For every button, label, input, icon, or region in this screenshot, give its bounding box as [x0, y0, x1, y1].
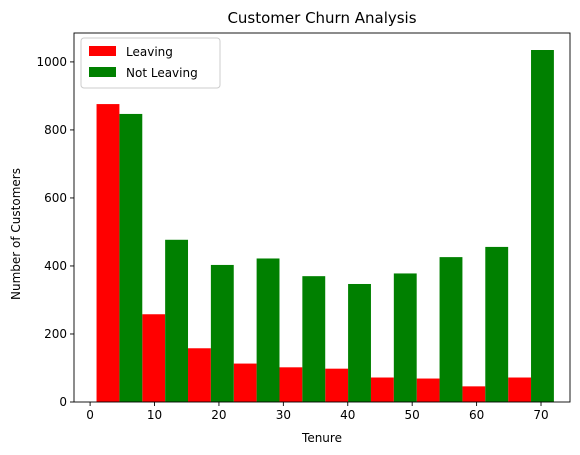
- legend: Leaving Not Leaving: [80, 37, 221, 89]
- bar-leaving-8: [416, 378, 440, 402]
- axes-layer: 0 10 20 30 40 50 60 70 0 200 400 600 800 1000: [36, 32, 571, 422]
- legend-label-2: Not Leaving: [126, 66, 198, 80]
- y-tick-label: 0: [59, 395, 67, 409]
- bar-not-leaving-4: [256, 258, 280, 402]
- bar-leaving-9: [462, 386, 486, 402]
- y-axis-label: Number of Customers: [9, 168, 23, 300]
- bar-leaving-4: [233, 363, 257, 402]
- x-tick-label: 10: [147, 408, 162, 422]
- bar-not-leaving-8: [439, 257, 463, 402]
- legend-label-1: Leaving: [126, 45, 173, 59]
- legend-swatch-2: [89, 67, 116, 77]
- x-tick-label: 40: [340, 408, 355, 422]
- y-tick-label: 800: [44, 123, 67, 137]
- y-tick-label: 200: [44, 327, 67, 341]
- bar-leaving-5: [279, 367, 303, 402]
- bar-not-leaving-6: [348, 283, 371, 402]
- y-tick-label: 1000: [36, 55, 67, 69]
- x-tick-label: 70: [533, 408, 548, 422]
- x-tick-label: 30: [276, 408, 291, 422]
- bar-leaving-7: [370, 377, 394, 402]
- bar-not-leaving-2: [165, 239, 189, 402]
- y-tick-label: 600: [44, 191, 67, 205]
- bar-not-leaving-3: [210, 264, 234, 402]
- bar-not-leaving-9: [485, 246, 509, 402]
- bar-not-leaving-7: [393, 273, 417, 402]
- bar-leaving-6: [325, 368, 349, 402]
- bar-not-leaving-10: [531, 50, 554, 402]
- plot-frame: [73, 32, 571, 403]
- x-tick-label: 60: [469, 408, 484, 422]
- bar-leaving-10: [508, 377, 532, 402]
- chart-title: Customer Churn Analysis: [227, 9, 416, 27]
- y-tick-label: 400: [44, 259, 67, 273]
- x-tick-label: 20: [211, 408, 226, 422]
- bars-layer: [96, 50, 554, 403]
- bar-not-leaving-1: [119, 113, 143, 403]
- bar-leaving-2: [142, 314, 166, 402]
- x-axis-label: Tenure: [301, 431, 342, 445]
- x-tick-label: 0: [86, 408, 94, 422]
- bar-leaving-3: [188, 348, 211, 402]
- legend-swatch-1: [89, 46, 116, 56]
- x-tick-label: 50: [405, 408, 420, 422]
- bar-not-leaving-5: [302, 276, 326, 402]
- bar-leaving-1: [96, 104, 120, 403]
